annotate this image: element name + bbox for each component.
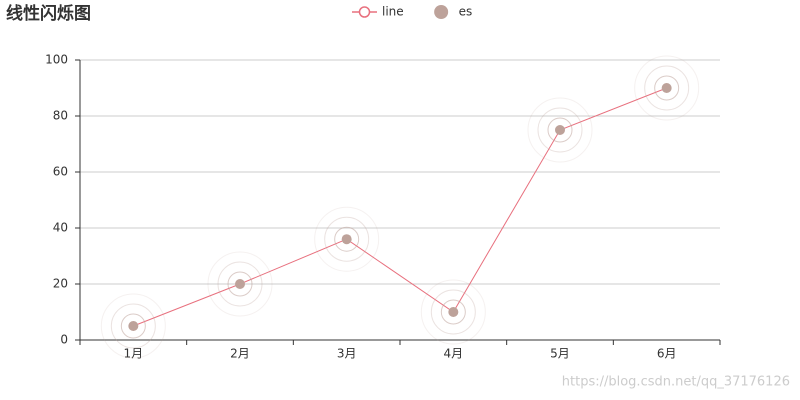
scatter-point: [341, 234, 352, 245]
ripple: [430, 289, 476, 335]
ripple: [100, 293, 166, 359]
ripple: [324, 216, 370, 262]
ripple: [110, 303, 156, 349]
ripple: [654, 75, 680, 101]
x-tick-label: 6月: [657, 347, 677, 361]
ripple: [227, 271, 253, 297]
scatter-point: [555, 125, 565, 135]
legend-icon[interactable]: [358, 6, 371, 18]
ripple: [527, 97, 593, 163]
line: [133, 87, 667, 327]
ripple: [440, 299, 466, 325]
y-tick-label: 0: [60, 333, 68, 347]
y-tick-label: 80: [53, 109, 68, 123]
y-tick-label: 20: [53, 277, 68, 291]
scatter-point: [661, 83, 672, 93]
x-tick-label: 3月: [337, 347, 357, 361]
legend-icon[interactable]: [434, 5, 449, 19]
x-tick-label: 5月: [550, 347, 570, 361]
ripple: [644, 65, 690, 111]
y-tick-label: 60: [53, 165, 68, 179]
ripple: [120, 313, 146, 339]
ripple: [537, 107, 583, 153]
ripple: [547, 117, 573, 143]
x-tick-label: 2月: [230, 347, 250, 361]
ripple: [217, 261, 263, 307]
watermark: https://blog.csdn.net/qq_37176126: [562, 375, 790, 390]
chart-title: 线性闪烁图: [6, 3, 91, 24]
ripple: [334, 226, 360, 252]
scatter-point: [448, 307, 459, 317]
legend-label[interactable]: es: [459, 5, 473, 19]
scatter-point: [235, 279, 245, 289]
ripple: [420, 279, 486, 345]
x-tick-label: 4月: [444, 347, 464, 361]
scatter-point: [128, 321, 139, 331]
legend-label[interactable]: line: [382, 5, 404, 19]
x-tick-label: 1月: [124, 347, 144, 361]
ripple: [634, 55, 700, 121]
y-tick-label: 100: [45, 53, 68, 67]
y-tick-label: 40: [53, 221, 68, 235]
ripple: [207, 251, 273, 317]
ripple: [314, 206, 380, 272]
